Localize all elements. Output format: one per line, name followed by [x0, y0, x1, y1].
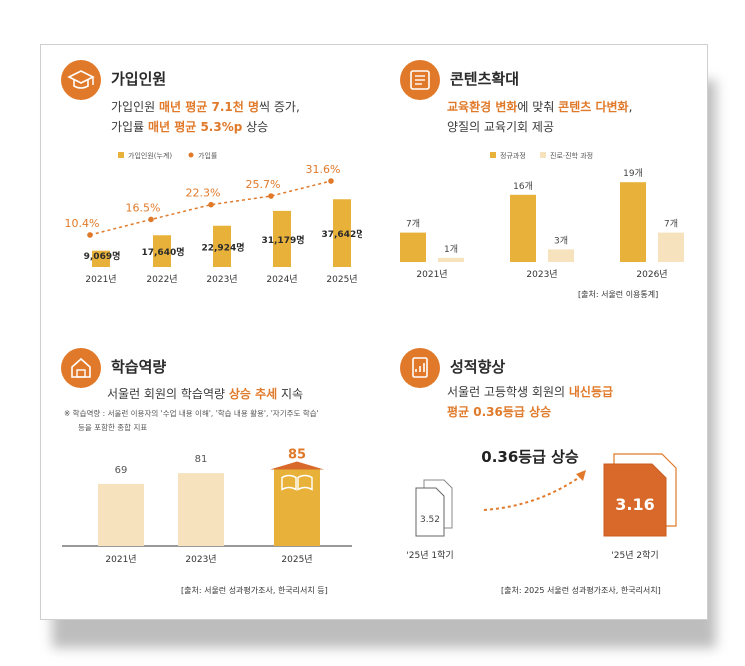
- tick-label-members-0: 2021년: [85, 274, 116, 285]
- bar-label-career-2: 7개: [664, 219, 678, 230]
- content-desc-line2: 양질의 교육기회 제공: [447, 120, 554, 134]
- house-book-icon: [61, 348, 101, 388]
- tick-label-content-2: 2026년: [636, 269, 667, 280]
- grades-source: [출처: 2025 서울런 성과평가조사, 한국리서치]: [501, 586, 661, 595]
- infographic-card: [40, 44, 708, 620]
- grades-desc-line1: 서울런 고등학생 회원의 내신등급: [447, 385, 614, 399]
- report-chart-icon: [400, 348, 440, 388]
- bar-label-regular-0: 7개: [406, 219, 420, 230]
- bar-members-3: [273, 210, 291, 267]
- graduation-cap-icon: [61, 60, 101, 100]
- doc-term1: [415, 487, 445, 537]
- content-chart: 정규과정 진로·진학 과정 7개 1개 2021년 16개 3개 2023년 19개 7개 2026…: [400, 151, 684, 280]
- content-desc-line1: 교육환경 변화에 맞춰 콘텐츠 다변화,: [447, 100, 633, 114]
- bar-label-members-0: 9,069명: [84, 250, 121, 262]
- tick-label-content-1: 2023년: [526, 269, 557, 280]
- rate-label-3: 25.7%: [246, 178, 281, 191]
- bar-competency-2: [274, 469, 320, 546]
- competency-desc: 서울런 회원의 학습역량 상승 추세 지속: [107, 387, 304, 401]
- value-term1: 3.52: [420, 515, 440, 525]
- bar-label-competency-1: 81: [195, 454, 208, 465]
- legend-swatch-rate: [188, 152, 194, 158]
- value-term2: 3.16: [615, 495, 654, 514]
- bar-members-2: [213, 225, 231, 267]
- bar-career-2: [658, 232, 684, 262]
- tick-label-term2: '25년 2학기: [611, 550, 658, 561]
- rate-point-3: [268, 193, 274, 199]
- tick-label-competency-2: 2025년: [281, 554, 312, 565]
- bar-label-career-1: 3개: [554, 235, 568, 246]
- section-title-members: 가입인원: [111, 70, 167, 88]
- bar-regular-1: [510, 194, 536, 262]
- legend-label-career: 진로·진학 과정: [550, 151, 593, 160]
- improve-arrow-line: [483, 473, 585, 511]
- bar-members-0: [92, 250, 110, 267]
- tick-label-members-3: 2024년: [266, 274, 297, 285]
- bar-competency-0: [98, 483, 144, 546]
- rate-label-2: 22.3%: [186, 187, 221, 200]
- bar-career-1: [548, 249, 574, 262]
- competency-note-1: ※ 학습역량 : 서울런 이용자의 '수업 내용 이해', '학습 내용 활용'…: [64, 409, 319, 418]
- section-title-grades: 성적향상: [450, 358, 506, 376]
- rate-point-2: [208, 201, 214, 208]
- members-desc-line2: 가입률 매년 평균 5.3%p 상승: [111, 120, 269, 134]
- bar-career-0: [438, 257, 464, 262]
- competency-note-2: 등을 포함한 종합 지표: [78, 423, 148, 432]
- bar-regular-2: [620, 182, 646, 262]
- content-source: [출처: 서울런 이용통계]: [578, 290, 659, 299]
- legend-label-rate: 가입률: [198, 151, 218, 160]
- legend-label-regular: 정규과정: [500, 151, 526, 160]
- tick-label-competency-0: 2021년: [105, 554, 136, 565]
- rate-label-4: 31.6%: [306, 163, 341, 176]
- members-desc-line1: 가입인원 매년 평균 7.1천 명씩 증가,: [111, 100, 300, 114]
- bar-label-competency-2: 85: [288, 448, 306, 463]
- book-content-icon: [400, 60, 440, 100]
- competency-chart: 69 2021년 81 2023년 85 2025년: [62, 448, 352, 565]
- improve-label: 0.36등급 상승: [481, 448, 579, 466]
- tick-label-content-0: 2021년: [416, 269, 447, 280]
- grades-desc-line2: 평균 0.36등급 상승: [447, 405, 552, 419]
- members-chart: 가입인원(누계) 가입률 2021년 2022년 2023년 2024년 2025년 10.4…: [65, 151, 362, 285]
- bar-label-competency-0: 69: [115, 465, 128, 476]
- tick-label-members-4: 2025년: [326, 274, 357, 285]
- section-title-competency: 학습역량: [111, 358, 167, 376]
- bar-label-career-0: 1개: [444, 244, 458, 255]
- legend-swatch-regular: [490, 152, 496, 158]
- bar-label-members-4: 37,642명: [321, 228, 362, 240]
- rate-point-4: [328, 178, 334, 184]
- rate-line: [89, 180, 332, 236]
- section-title-content: 콘텐츠확대: [450, 70, 520, 88]
- bar-members-1: [153, 235, 171, 267]
- bar-members-4: [333, 199, 351, 267]
- book-page-left: [281, 474, 297, 491]
- bar-label-members-3: 31,179명: [261, 234, 304, 246]
- bar-label-regular-2: 19개: [623, 168, 643, 179]
- improve-arrow-head: [576, 470, 586, 481]
- doc-term2: [603, 463, 667, 537]
- bar-label-members-1: 17,640명: [141, 246, 184, 258]
- tick-label-term1: '25년 1학기: [406, 550, 453, 561]
- tick-label-members-2: 2023년: [206, 274, 237, 285]
- rate-point-1: [148, 216, 154, 223]
- legend-label-members: 가입인원(누계): [128, 151, 172, 160]
- bar-regular-0: [400, 232, 426, 262]
- bar-competency-1: [178, 473, 224, 546]
- legend-swatch-career: [540, 152, 546, 158]
- book-roof-shape: [270, 461, 324, 470]
- tick-label-competency-1: 2023년: [185, 554, 216, 565]
- grades-chart: 3.52 '25년 1학기 0.36등급 상승 3.16 '25년 2학기: [406, 448, 677, 561]
- competency-source: [출처: 서울런 성과평가조사, 한국리서치 등]: [181, 586, 328, 595]
- rate-label-0: 10.4%: [65, 217, 100, 230]
- rate-point-0: [87, 232, 93, 238]
- rate-label-1: 16.5%: [126, 201, 161, 214]
- bar-label-members-2: 22,924명: [201, 241, 244, 253]
- legend-swatch-members: [118, 152, 124, 158]
- book-page-right: [297, 474, 313, 491]
- bar-label-regular-1: 16개: [513, 181, 533, 192]
- tick-label-members-1: 2022년: [146, 274, 177, 285]
